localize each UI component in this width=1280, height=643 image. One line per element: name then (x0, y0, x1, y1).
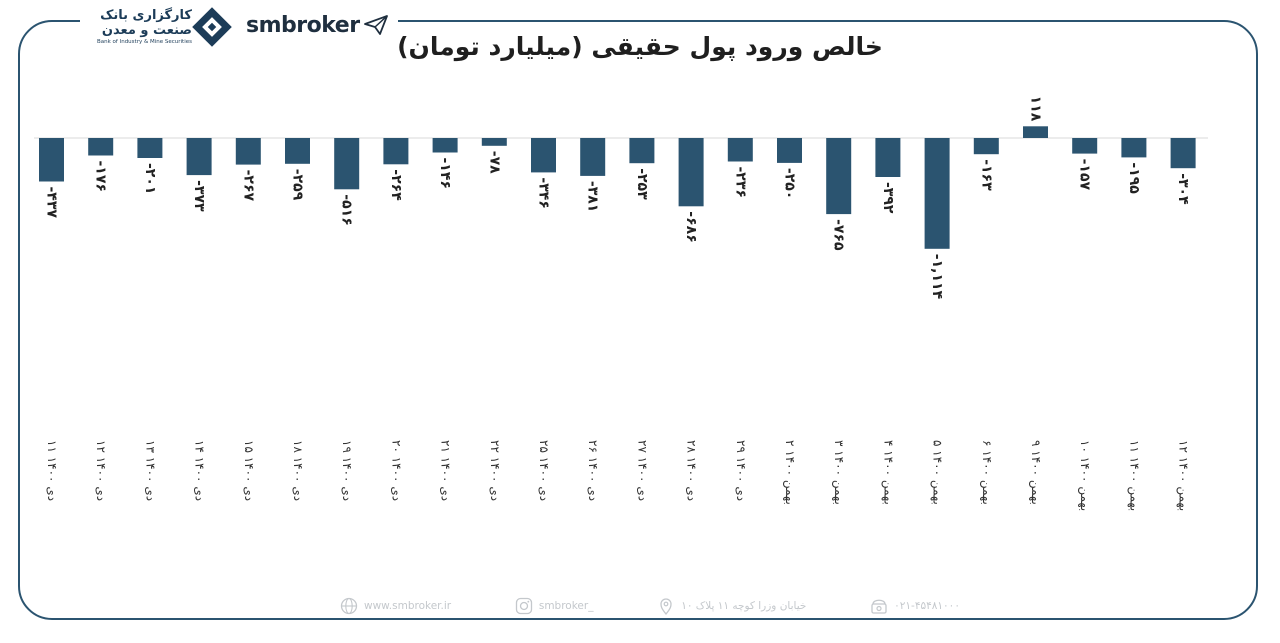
data-label: -۱۷۶ (93, 161, 109, 192)
bar (1170, 138, 1196, 169)
x-tick-label: ۱۱ بهمن ۱۴۰۰ (1126, 440, 1141, 511)
x-tick-label: ۲۰ دی ۱۴۰۰ (389, 440, 403, 501)
footer: www.smbroker.ir smbroker_ خیابان وزرا کو… (340, 594, 960, 618)
footer-phone: ۰۲۱-۴۵۴۸۱۰۰۰ (870, 597, 960, 615)
location-pin-icon (660, 598, 672, 615)
x-tick-label: ۲۸ دی ۱۴۰۰ (685, 440, 699, 501)
bar (1121, 138, 1147, 158)
data-label: -۳۰۴ (1175, 173, 1191, 205)
bar (432, 138, 458, 153)
logo-text: کارگزاری بانک صنعت و معدن Bank of Indust… (80, 8, 192, 46)
data-label: -۲۶۴ (388, 169, 404, 201)
bar (826, 138, 852, 215)
bar (924, 138, 950, 249)
telephone-icon (871, 599, 887, 614)
bar (777, 138, 802, 163)
bar (1023, 126, 1048, 138)
data-label: -۶۸۶ (683, 211, 699, 242)
data-label: -۳۸۱ (585, 181, 601, 212)
data-label: -۲۰۱ (142, 163, 158, 194)
x-tick-label: ۲ بهمن ۱۴۰۰ (782, 440, 797, 505)
x-tick-label: ۴ بهمن ۱۴۰۰ (880, 440, 895, 505)
data-label: -۷۶۵ (831, 219, 847, 251)
brand-name: smbroker (246, 12, 360, 38)
data-label: -۳۴۶ (536, 177, 552, 208)
bar (727, 138, 753, 162)
data-label: -۲۵۳ (634, 168, 650, 200)
phone-text: ۰۲۱-۴۵۴۸۱۰۰۰ (894, 600, 960, 612)
x-tick-label: ۹ بهمن ۱۴۰۰ (1028, 440, 1043, 505)
bar (580, 138, 606, 176)
instagram-text: smbroker_ (538, 600, 594, 612)
data-label: -۲۶۷ (240, 170, 256, 202)
bank-logo: کارگزاری بانک صنعت و معدن Bank of Indust… (80, 2, 240, 52)
logo-line2: صنعت و معدن (101, 23, 192, 38)
data-label: -۲۵۰ (782, 168, 798, 199)
x-tick-label: ۲۷ دی ۱۴۰۰ (635, 440, 649, 501)
x-tick-label: ۱۱ دی ۱۴۰۰ (45, 440, 59, 501)
data-label: -۲۳۶ (732, 167, 748, 198)
footer-address: خیابان وزرا کوچه ۱۱ پلاک ۱۰ (657, 597, 806, 615)
instagram-icon (515, 597, 532, 615)
bar (39, 138, 64, 182)
data-label: -۱,۱۱۴ (929, 254, 945, 300)
data-label: -۳۷۳ (191, 180, 207, 212)
x-tick-label: ۲۹ دی ۱۴۰۰ (734, 440, 748, 501)
footer-website: www.smbroker.ir (340, 597, 451, 615)
data-label: -۵۱۶ (339, 194, 355, 225)
data-label: ۱۱۸ (1028, 96, 1044, 122)
x-tick-label: ۲۶ دی ۱۴۰۰ (586, 440, 600, 501)
x-tick-label: ۳ بهمن ۱۴۰۰ (831, 440, 846, 505)
x-tick-label: ۵ بهمن ۱۴۰۰ (930, 440, 945, 505)
bar (137, 138, 163, 158)
bar (383, 138, 409, 165)
x-tick-label: ۱۰ بهمن ۱۴۰۰ (1077, 440, 1092, 511)
bar (531, 138, 556, 173)
chart-frame (18, 20, 1258, 620)
x-tick-label: ۱۹ دی ۱۴۰۰ (340, 440, 354, 501)
x-tick-label: ۲۲ دی ۱۴۰۰ (488, 440, 502, 501)
bar (678, 138, 704, 207)
data-label: -۴۳۷ (44, 187, 60, 219)
paper-plane-icon (363, 15, 388, 35)
logo-mark-icon (192, 7, 232, 47)
bar (481, 138, 507, 146)
x-tick-label: ۱۴ دی ۱۴۰۰ (193, 440, 207, 501)
bar (88, 138, 114, 156)
bar (235, 138, 261, 165)
chart-title: خالص ورود پول حقیقی (میلیارد تومان) (397, 32, 883, 61)
bar (629, 138, 655, 164)
x-tick-label: ۱۸ دی ۱۴۰۰ (291, 440, 305, 501)
data-label: -۳۹۲ (880, 182, 896, 214)
address-text: خیابان وزرا کوچه ۱۱ پلاک ۱۰ (681, 600, 807, 612)
data-label: -۱۹۵ (1126, 162, 1142, 194)
bar (875, 138, 901, 177)
logo-line-en: Bank of Industry & Mine Securities (96, 39, 192, 45)
data-label: -۷۸ (486, 151, 502, 174)
globe-icon (340, 597, 358, 615)
x-tick-label: ۲۵ دی ۱۴۰۰ (537, 440, 551, 501)
x-tick-label: ۱۲ بهمن ۱۴۰۰ (1176, 440, 1191, 511)
data-label: -۱۵۷ (1077, 159, 1093, 191)
brand: smbroker (236, 8, 398, 42)
footer-instagram: smbroker_ (515, 597, 594, 615)
bar (186, 138, 212, 176)
x-tick-label: ۱۵ دی ۱۴۰۰ (242, 440, 256, 501)
bar (973, 138, 999, 155)
x-tick-label: ۲۱ دی ۱۴۰۰ (439, 440, 453, 501)
x-tick-label: ۶ بهمن ۱۴۰۰ (979, 440, 994, 505)
bar (1072, 138, 1098, 154)
data-label: -۱۶۳ (978, 159, 994, 191)
logo-line1: کارگزاری بانک (100, 8, 192, 23)
data-label: -۱۴۶ (437, 158, 453, 189)
website-text: www.smbroker.ir (364, 600, 452, 612)
bar (334, 138, 360, 190)
bar (285, 138, 310, 164)
data-label: -۲۵۹ (290, 169, 306, 201)
x-tick-label: ۱۳ دی ۱۴۰۰ (143, 440, 157, 501)
x-tick-label: ۱۲ دی ۱۴۰۰ (94, 440, 108, 501)
